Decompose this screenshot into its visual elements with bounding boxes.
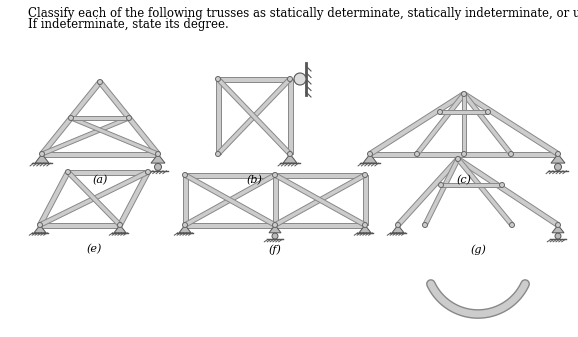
Polygon shape — [40, 81, 102, 156]
Circle shape — [455, 156, 461, 161]
Circle shape — [486, 110, 491, 115]
Circle shape — [65, 170, 71, 175]
Circle shape — [287, 152, 292, 156]
Polygon shape — [457, 157, 560, 227]
Polygon shape — [66, 171, 121, 226]
Polygon shape — [369, 92, 465, 156]
Circle shape — [183, 173, 187, 178]
Polygon shape — [216, 78, 292, 156]
Circle shape — [216, 152, 220, 156]
Circle shape — [439, 183, 443, 187]
Circle shape — [555, 233, 561, 239]
Circle shape — [287, 76, 292, 82]
Polygon shape — [396, 157, 460, 227]
Polygon shape — [274, 173, 366, 227]
Text: Classify each of the following trusses as statically determinate, statically ind: Classify each of the following trusses a… — [28, 7, 578, 20]
Polygon shape — [456, 158, 514, 226]
Circle shape — [499, 183, 505, 187]
Polygon shape — [118, 171, 150, 226]
Polygon shape — [283, 154, 297, 163]
Circle shape — [294, 73, 306, 85]
Polygon shape — [462, 92, 560, 156]
Polygon shape — [98, 81, 160, 156]
Circle shape — [183, 222, 187, 227]
Text: If indeterminate, state its degree.: If indeterminate, state its degree. — [28, 18, 229, 31]
Polygon shape — [34, 225, 46, 233]
Circle shape — [155, 152, 161, 156]
Polygon shape — [183, 175, 187, 225]
Circle shape — [509, 222, 514, 227]
Polygon shape — [179, 225, 191, 233]
Text: (b): (b) — [246, 175, 262, 185]
Polygon shape — [552, 225, 564, 233]
Polygon shape — [184, 173, 276, 227]
Circle shape — [438, 110, 443, 115]
Polygon shape — [269, 225, 281, 233]
Polygon shape — [35, 154, 49, 163]
Polygon shape — [216, 78, 292, 156]
Polygon shape — [370, 152, 558, 156]
Circle shape — [414, 152, 420, 156]
Polygon shape — [462, 94, 466, 154]
Polygon shape — [440, 110, 488, 114]
Polygon shape — [71, 116, 129, 120]
Circle shape — [395, 222, 401, 227]
Polygon shape — [392, 225, 404, 233]
Polygon shape — [216, 79, 220, 154]
Circle shape — [39, 152, 45, 156]
Polygon shape — [441, 183, 502, 187]
Polygon shape — [359, 225, 371, 233]
Circle shape — [555, 222, 561, 227]
Circle shape — [127, 116, 132, 121]
Polygon shape — [272, 175, 277, 225]
Polygon shape — [184, 173, 276, 227]
Circle shape — [461, 92, 466, 96]
Polygon shape — [363, 154, 377, 163]
Circle shape — [554, 163, 561, 171]
Polygon shape — [362, 175, 368, 225]
Polygon shape — [151, 154, 165, 163]
Circle shape — [368, 152, 372, 156]
Polygon shape — [38, 171, 70, 226]
Polygon shape — [39, 170, 149, 227]
Polygon shape — [274, 173, 366, 227]
Circle shape — [117, 222, 123, 227]
Polygon shape — [218, 76, 290, 82]
Polygon shape — [42, 152, 158, 156]
Polygon shape — [185, 173, 365, 178]
Text: (e): (e) — [86, 244, 102, 254]
Text: (c): (c) — [457, 175, 472, 185]
Circle shape — [69, 116, 73, 121]
Circle shape — [461, 152, 466, 156]
Circle shape — [272, 233, 278, 239]
Circle shape — [509, 152, 513, 156]
Circle shape — [272, 222, 277, 227]
Polygon shape — [71, 116, 159, 156]
Polygon shape — [423, 158, 460, 226]
Polygon shape — [68, 170, 148, 175]
Polygon shape — [462, 93, 513, 155]
Circle shape — [423, 222, 428, 227]
Circle shape — [146, 170, 150, 175]
Circle shape — [154, 163, 161, 171]
Circle shape — [362, 222, 368, 227]
Polygon shape — [185, 222, 365, 227]
Polygon shape — [114, 225, 126, 233]
Circle shape — [555, 152, 561, 156]
Circle shape — [362, 173, 368, 178]
Circle shape — [272, 173, 277, 178]
Circle shape — [98, 80, 102, 85]
Circle shape — [38, 222, 43, 227]
Polygon shape — [287, 79, 292, 154]
Circle shape — [216, 76, 220, 82]
Text: (f): (f) — [269, 244, 281, 254]
Polygon shape — [551, 154, 565, 163]
Polygon shape — [415, 93, 466, 155]
Polygon shape — [41, 116, 130, 156]
Text: (g): (g) — [470, 244, 486, 254]
Text: (a): (a) — [92, 175, 108, 185]
Polygon shape — [40, 222, 120, 227]
